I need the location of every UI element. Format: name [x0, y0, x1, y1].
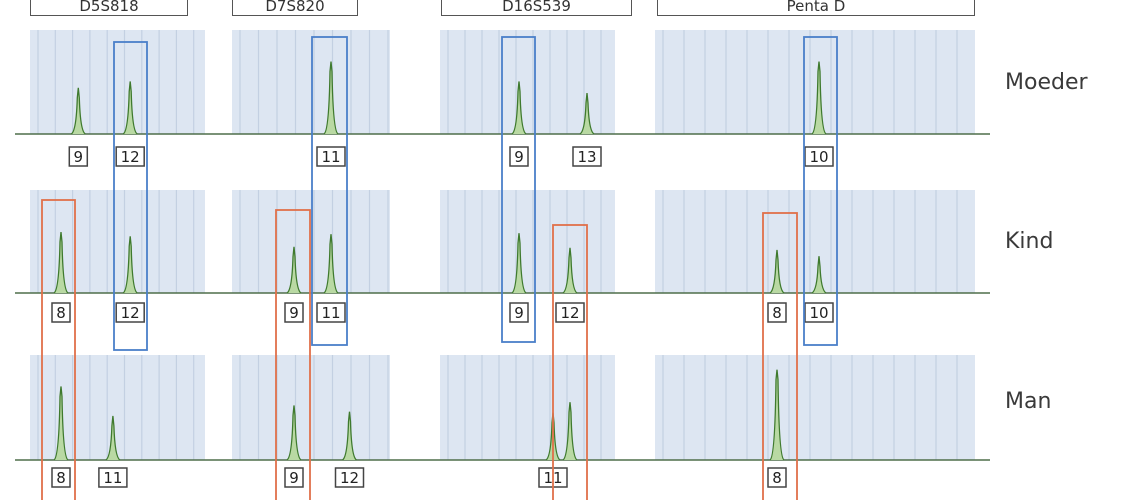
- row-label-man: Man: [1005, 389, 1052, 414]
- allele-label-box: [767, 467, 787, 488]
- allele-label-box: [572, 146, 602, 167]
- marker-header-d16s539: D16S539: [441, 0, 632, 16]
- peak: [323, 61, 339, 135]
- peak: [286, 246, 302, 294]
- allele-label-box: [767, 302, 787, 323]
- peak: [70, 87, 86, 135]
- allele-label: 9: [74, 148, 84, 166]
- paternal-allele-box: [762, 212, 798, 500]
- peak: [122, 81, 138, 135]
- peak: [323, 234, 339, 294]
- row-label-kind: Kind: [1005, 229, 1054, 254]
- peak: [769, 249, 785, 294]
- panel-background: [232, 355, 390, 460]
- peak: [122, 236, 138, 294]
- peak: [562, 247, 578, 294]
- marker-header-d7s820: D7S820: [232, 0, 358, 16]
- maternal-allele-box: [113, 41, 148, 351]
- allele-label-box: [68, 146, 89, 167]
- panel-background: [232, 30, 390, 134]
- paternal-allele-box: [275, 209, 311, 500]
- allele-label-box: [555, 302, 585, 323]
- peak: [769, 369, 785, 461]
- allele-label: 12: [121, 304, 140, 322]
- allele-label: 11: [321, 304, 340, 322]
- allele-label: 12: [340, 469, 359, 487]
- allele-label-box: [284, 302, 304, 323]
- peak: [511, 81, 527, 135]
- allele-label-box: [804, 302, 834, 323]
- panel-background: [440, 355, 615, 460]
- allele-label-box: [316, 302, 346, 323]
- peak: [105, 415, 121, 461]
- allele-label-box: [804, 146, 834, 167]
- peak: [286, 405, 302, 461]
- panel-background: [655, 355, 975, 460]
- allele-label-box: [509, 302, 529, 323]
- paternal-allele-box: [552, 224, 588, 500]
- marker-header-penta-d: Penta D: [657, 0, 975, 16]
- peak: [511, 233, 527, 294]
- allele-label: 9: [514, 148, 524, 166]
- allele-label-box: [334, 467, 365, 488]
- allele-label: 9: [289, 469, 299, 487]
- panel-background: [30, 190, 205, 293]
- allele-label: 13: [577, 148, 596, 166]
- allele-label-box: [509, 146, 529, 167]
- peak: [53, 386, 69, 461]
- allele-label-box: [51, 302, 71, 323]
- allele-label: 8: [772, 304, 782, 322]
- allele-label: 9: [289, 304, 299, 322]
- peak: [811, 61, 827, 135]
- allele-label: 10: [809, 148, 828, 166]
- panel-background: [655, 190, 975, 293]
- allele-label: 12: [121, 148, 140, 166]
- allele-label: 9: [514, 304, 524, 322]
- allele-label: 12: [560, 304, 579, 322]
- maternal-allele-box: [803, 36, 838, 346]
- allele-label-box: [284, 467, 304, 488]
- allele-label: 8: [56, 304, 66, 322]
- peak: [342, 411, 357, 461]
- maternal-allele-box: [311, 36, 348, 346]
- peak: [579, 92, 595, 135]
- marker-header-d5s818: D5S818: [30, 0, 188, 16]
- allele-label: 10: [809, 304, 828, 322]
- panel-background: [655, 30, 975, 134]
- panel-background: [30, 30, 205, 134]
- allele-label-box: [115, 302, 145, 323]
- paternal-allele-box: [41, 199, 76, 500]
- peak: [53, 232, 69, 294]
- allele-label-box: [115, 146, 145, 167]
- panel-background: [30, 355, 205, 460]
- panel-background: [232, 190, 390, 293]
- peak: [811, 256, 827, 294]
- peak: [562, 402, 578, 461]
- allele-label-box: [51, 467, 71, 488]
- row-label-moeder: Moeder: [1005, 70, 1088, 95]
- panel-background: [440, 190, 615, 293]
- allele-label: 11: [103, 469, 122, 487]
- allele-label: 8: [56, 469, 66, 487]
- allele-label: 8: [772, 469, 782, 487]
- allele-label-box: [98, 467, 128, 488]
- maternal-allele-box: [501, 36, 536, 343]
- allele-label-box: [316, 146, 346, 167]
- allele-label: 11: [321, 148, 340, 166]
